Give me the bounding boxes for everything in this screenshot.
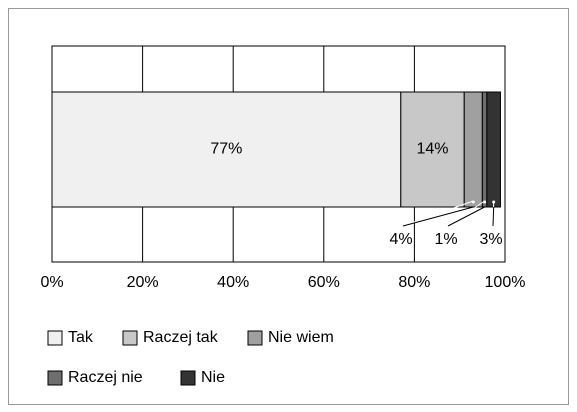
x-tick-label: 60% bbox=[308, 274, 340, 291]
leader-line bbox=[447, 200, 485, 227]
data-label: 4% bbox=[389, 231, 412, 248]
x-tick-label: 0% bbox=[40, 274, 63, 291]
x-tick-label: 40% bbox=[217, 274, 249, 291]
data-label: 1% bbox=[434, 231, 457, 248]
data-label: 3% bbox=[479, 231, 502, 248]
bar-segment bbox=[463, 91, 483, 208]
legend-label: Nie bbox=[201, 369, 225, 386]
leader-dot bbox=[483, 200, 487, 204]
legend-swatch bbox=[247, 330, 263, 346]
x-tick-label: 100% bbox=[485, 274, 526, 291]
bar-segment bbox=[481, 91, 488, 208]
legend-label: Tak bbox=[68, 329, 94, 346]
bar-segment bbox=[51, 91, 402, 208]
legend-swatch bbox=[47, 370, 63, 386]
data-label: 14% bbox=[417, 141, 449, 158]
leader-line bbox=[402, 206, 474, 227]
legend-swatch bbox=[180, 370, 196, 386]
legend-label: Nie wiem bbox=[268, 329, 334, 346]
x-tick-label: 80% bbox=[398, 274, 430, 291]
leader-dot bbox=[471, 200, 475, 204]
leader-dot bbox=[492, 200, 496, 204]
x-tick-label: 20% bbox=[127, 274, 159, 291]
legend-label: Raczej nie bbox=[68, 369, 143, 386]
legend-label: Raczej tak bbox=[143, 329, 219, 346]
legend-swatch bbox=[122, 330, 138, 346]
bar-segment bbox=[486, 91, 501, 208]
legend-swatch bbox=[47, 330, 63, 346]
bar-segment bbox=[400, 91, 465, 208]
leader-line bbox=[402, 200, 474, 227]
data-label: 77% bbox=[210, 141, 242, 158]
leader-line bbox=[492, 206, 495, 227]
leader-line bbox=[447, 206, 485, 227]
